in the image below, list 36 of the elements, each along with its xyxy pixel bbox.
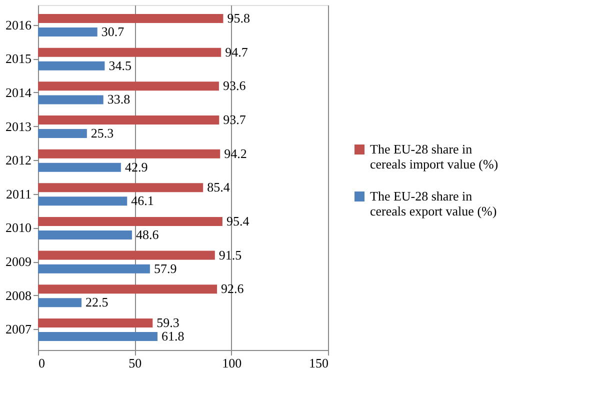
y-tick-label: 2016 bbox=[6, 17, 32, 32]
x-tick-label: 150 bbox=[309, 356, 328, 370]
data-label: 95.4 bbox=[226, 213, 250, 228]
data-label: 94.2 bbox=[224, 146, 247, 161]
data-label: 93.6 bbox=[222, 78, 246, 94]
y-tick-label: 2007 bbox=[6, 322, 32, 337]
data-label: 59.3 bbox=[156, 314, 180, 330]
data-label: 34.5 bbox=[108, 58, 132, 73]
legend-label: The EU-28 share in cereals export value (%) bbox=[370, 188, 497, 218]
data-label: 48.6 bbox=[136, 227, 160, 242]
y-tick-label: 2011 bbox=[6, 186, 32, 202]
x-tick-label: 50 bbox=[128, 356, 142, 370]
data-label: 61.8 bbox=[161, 328, 184, 344]
data-label: 95.8 bbox=[227, 10, 250, 26]
data-label: 93.7 bbox=[223, 112, 246, 127]
data-label: 46.1 bbox=[131, 193, 154, 208]
x-tick-label: 0 bbox=[38, 356, 45, 370]
y-tick-label: 2015 bbox=[6, 51, 32, 66]
data-label: 30.7 bbox=[101, 24, 125, 40]
y-tick-label: 2008 bbox=[6, 288, 32, 303]
data-label: 25.3 bbox=[90, 126, 114, 141]
data-label: 94.7 bbox=[225, 44, 248, 60]
y-tick-label: 2014 bbox=[6, 84, 32, 100]
data-label: 42.9 bbox=[124, 159, 148, 174]
y-tick-label: 2009 bbox=[6, 254, 32, 270]
y-tick-label: 2012 bbox=[6, 152, 32, 168]
legend-label: The EU-28 share in cereals import value (%) bbox=[370, 142, 498, 172]
data-label: 33.8 bbox=[107, 92, 130, 107]
data-label: 91.5 bbox=[218, 247, 242, 262]
data-label: 57.9 bbox=[154, 260, 177, 276]
x-tick-label: 100 bbox=[222, 356, 242, 370]
data-label: 22.5 bbox=[86, 294, 108, 310]
y-tick-label: 2010 bbox=[6, 220, 32, 236]
y-tick-label: 2013 bbox=[6, 118, 32, 134]
data-label: 85.4 bbox=[207, 180, 230, 195]
data-label: 92.6 bbox=[221, 281, 244, 296]
